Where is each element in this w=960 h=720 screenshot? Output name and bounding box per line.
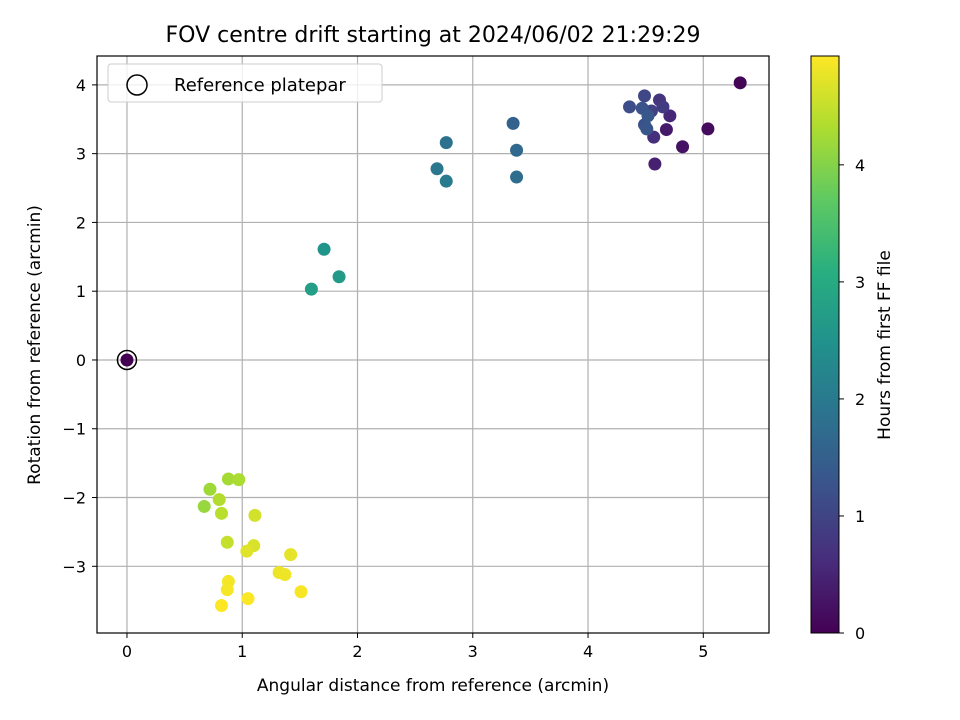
scatter-point xyxy=(640,122,654,136)
legend: Reference platepar xyxy=(107,63,383,103)
scatter-point xyxy=(214,598,228,612)
reference-platepar-marker xyxy=(116,349,138,371)
scatter-point xyxy=(248,508,262,522)
y-axis-ticks: −3 −2 −1 0 1 2 3 4 xyxy=(62,76,97,576)
grid-lines xyxy=(97,56,769,633)
y-tick-label: 1 xyxy=(76,282,86,301)
scatter-point xyxy=(241,592,255,606)
y-tick-label: 2 xyxy=(76,213,86,232)
scatter-point xyxy=(430,162,444,176)
x-axis-ticks: 0 1 2 3 4 5 xyxy=(122,633,708,661)
colorbar-tick-label: 1 xyxy=(855,507,865,526)
colorbar-tick-label: 2 xyxy=(855,390,865,409)
scatter-point xyxy=(221,472,235,486)
x-tick-label: 2 xyxy=(352,642,362,661)
y-tick-label: −2 xyxy=(62,489,86,508)
x-tick-label: 4 xyxy=(583,642,593,661)
x-tick-label: 0 xyxy=(122,642,132,661)
colorbar xyxy=(810,55,840,634)
y-tick-label: −1 xyxy=(62,420,86,439)
x-tick-label: 5 xyxy=(698,642,708,661)
scatter-point xyxy=(294,585,308,599)
scatter-point xyxy=(203,482,217,496)
scatter-point xyxy=(284,548,298,562)
scatter-point xyxy=(212,493,226,507)
scatter-point xyxy=(733,76,747,90)
scatter-point xyxy=(641,109,655,123)
colorbar-tick-label: 3 xyxy=(855,273,865,292)
scatter-point xyxy=(439,136,453,150)
x-axis-label: Angular distance from reference (arcmin) xyxy=(257,676,609,696)
y-tick-label: 0 xyxy=(76,351,86,370)
scatter-point xyxy=(648,157,662,171)
scatter-point xyxy=(220,535,234,549)
y-tick-label: 4 xyxy=(76,76,86,95)
scatter-point xyxy=(506,116,520,130)
colorbar-ticks: 0 1 2 3 4 xyxy=(839,156,865,643)
scatter-point xyxy=(623,100,637,114)
plot-frame xyxy=(96,55,770,634)
scatter-point xyxy=(220,583,234,597)
scatter-point xyxy=(676,140,690,154)
scatter-point xyxy=(701,122,715,136)
scatter-point xyxy=(197,499,211,513)
legend-marker-open-circle xyxy=(126,74,148,96)
scatter-point xyxy=(240,544,254,558)
scatter-point xyxy=(510,143,524,157)
y-tick-label: −3 xyxy=(62,557,86,576)
scatter-point xyxy=(656,100,670,114)
x-tick-label: 3 xyxy=(468,642,478,661)
scatter-point xyxy=(317,242,331,256)
y-axis-label: Rotation from reference (arcmin) xyxy=(25,205,45,485)
scatter-point xyxy=(332,270,346,284)
reference-point-fill xyxy=(120,353,134,367)
scatter-point xyxy=(638,89,652,103)
colorbar-tick-label: 4 xyxy=(855,156,865,175)
scatter-point xyxy=(439,174,453,188)
scatter-point xyxy=(304,282,318,296)
colorbar-tick-label: 0 xyxy=(855,624,865,643)
chart-title: FOV centre drift starting at 2024/06/02 … xyxy=(166,23,701,48)
scatter-point xyxy=(232,473,246,487)
y-tick-label: 3 xyxy=(76,145,86,164)
legend-box xyxy=(107,63,383,103)
data-points xyxy=(116,76,747,612)
colorbar-label: Hours from first FF file xyxy=(875,250,895,440)
scatter-point xyxy=(663,109,677,123)
scatter-point xyxy=(278,568,292,582)
x-tick-label: 1 xyxy=(237,642,247,661)
legend-label: Reference platepar xyxy=(174,75,346,96)
scatter-point xyxy=(659,123,673,137)
scatter-point xyxy=(510,170,524,184)
scatter-point xyxy=(214,506,228,520)
